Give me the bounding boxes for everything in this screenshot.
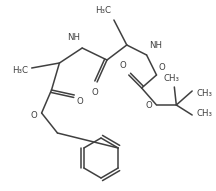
Text: O: O (146, 100, 152, 109)
Text: O: O (119, 61, 126, 70)
Text: O: O (31, 111, 38, 120)
Text: CH₃: CH₃ (196, 88, 212, 97)
Text: NH: NH (149, 41, 163, 50)
Text: CH₃: CH₃ (196, 108, 212, 117)
Text: NH: NH (67, 33, 80, 42)
Text: CH₃: CH₃ (163, 74, 179, 83)
Text: O: O (76, 97, 83, 106)
Text: H₃C: H₃C (12, 66, 28, 74)
Text: H₃C: H₃C (95, 6, 111, 15)
Text: O: O (92, 88, 98, 97)
Text: O: O (159, 63, 165, 72)
